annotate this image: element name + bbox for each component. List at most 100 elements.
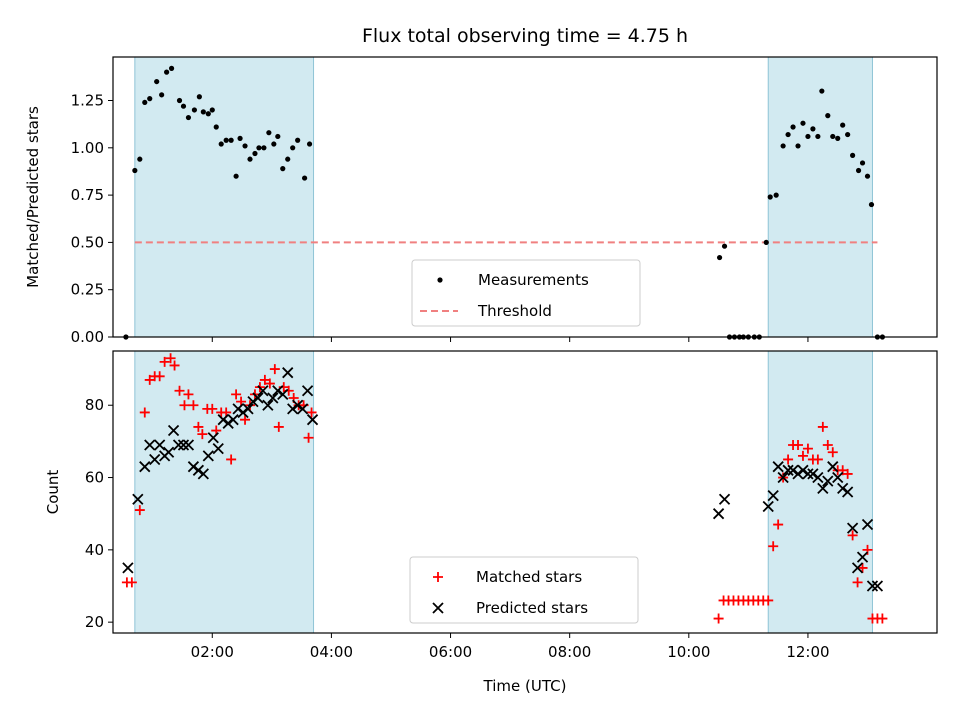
predicted-star-point — [252, 392, 264, 404]
panel-ratio: 0.00 0.25 0.50 0.75 1.00 1.25 Measurements Thre… — [71, 56, 938, 346]
legend-marker-plus — [433, 572, 443, 582]
panel-count: 20 40 60 80 02:00 04:00 06:00 08:00 10:00 12:00 Ma… — [85, 350, 938, 661]
legend-label: Predicted stars — [476, 599, 588, 617]
predicted-star-point — [272, 385, 284, 397]
matched-star-point — [822, 440, 833, 450]
predicted-star-point — [139, 461, 151, 473]
y-axis-label-count: Count — [44, 470, 62, 515]
measurement-point — [295, 137, 301, 143]
matched-star-point — [134, 505, 145, 516]
predicted-star-point — [772, 461, 784, 473]
measurement-point — [285, 156, 291, 162]
matched-star-point — [197, 429, 208, 440]
predicted-star-point — [287, 403, 299, 415]
legend-label: Measurements — [478, 271, 589, 289]
matched-star-point — [852, 577, 863, 588]
measurement-point — [815, 133, 821, 140]
predicted-star-point — [187, 461, 200, 473]
legend-marker-x — [432, 602, 444, 614]
predicted-star-point — [817, 482, 829, 495]
measurement-point — [223, 137, 229, 143]
measurement-point — [825, 113, 831, 119]
predicted-star-point — [827, 461, 839, 473]
measurement-point — [721, 243, 728, 249]
measurement-point — [855, 167, 862, 174]
y-axis-label-ratio: Matched/Predicted stars — [24, 106, 42, 288]
measurement-point — [859, 160, 866, 166]
predicted-star-point — [217, 414, 229, 426]
predicted-star-point — [812, 471, 824, 484]
measurement-point — [290, 145, 296, 151]
measurement-point — [247, 156, 253, 162]
matched-star-point — [797, 450, 808, 461]
measurement-point — [200, 109, 206, 115]
y-tick-label: 40 — [85, 541, 104, 559]
measurement-point — [132, 167, 138, 174]
predicted-star-point — [777, 471, 789, 484]
matched-star-point — [773, 519, 784, 530]
predicted-star-point — [807, 468, 819, 480]
y-tick-label: 0.75 — [71, 186, 104, 204]
predicted-star-point — [149, 453, 161, 466]
matched-star-point — [303, 432, 314, 443]
predicted-star-point — [277, 388, 289, 401]
predicted-star-point — [861, 518, 874, 531]
x-tick-label: 02:00 — [191, 643, 234, 661]
predicted-star-point — [846, 522, 859, 534]
legend-box — [409, 556, 639, 624]
matched-star-point — [768, 541, 779, 552]
measurement-point — [242, 143, 248, 149]
axes-frame — [112, 56, 938, 338]
axes-frame — [112, 350, 938, 634]
matched-star-point — [240, 414, 251, 425]
predicted-star-point — [247, 395, 259, 408]
legend-marker-dot — [437, 277, 443, 283]
measurement-point — [159, 92, 165, 98]
x-tick-label: 12:00 — [786, 643, 829, 661]
predicted-star-point — [132, 493, 144, 505]
predicted-star-point — [792, 468, 804, 480]
matched-star-point — [713, 613, 724, 624]
predicted-star-point — [122, 562, 134, 574]
x-tick-label: 06:00 — [429, 643, 472, 661]
predicted-star-point — [282, 367, 294, 379]
matched-star-point — [306, 407, 317, 418]
measurement-point — [218, 141, 224, 147]
predicted-star-point — [866, 580, 879, 592]
matched-star-point — [207, 403, 218, 414]
predicted-star-point — [712, 508, 725, 520]
measurement-point — [228, 137, 234, 143]
matched-star-point — [139, 407, 150, 418]
measurement-point — [233, 173, 239, 179]
matched-star-point — [188, 400, 199, 411]
measurement-point — [196, 94, 202, 100]
predicted-star-point — [301, 385, 314, 397]
matched-star-point — [802, 443, 813, 454]
predicted-star-point — [242, 403, 254, 415]
measurement-point — [810, 126, 816, 132]
x-axis-label: Time (UTC) — [483, 677, 567, 695]
matched-star-point — [857, 562, 868, 573]
predicted-star-point — [154, 439, 166, 451]
x-tick-label: 10:00 — [667, 643, 710, 661]
predicted-star-point — [782, 464, 794, 476]
predicted-star-point — [172, 439, 185, 451]
predicted-star-point — [851, 562, 864, 574]
measurement-point — [185, 114, 192, 121]
matched-star-point — [842, 468, 853, 479]
measurement-point — [168, 65, 175, 71]
measurement-point — [835, 135, 841, 141]
measurement-point — [256, 145, 262, 151]
measurement-point — [795, 143, 801, 149]
measurement-point — [205, 111, 211, 117]
legend-label: Matched stars — [476, 568, 582, 586]
measurement-point — [864, 173, 871, 179]
predicted-star-point — [182, 439, 195, 451]
legend-box — [411, 259, 641, 327]
matched-star-point — [812, 454, 823, 465]
observing-window-shade — [134, 350, 315, 634]
matched-star-point — [154, 371, 165, 382]
predicted-star-point — [762, 500, 774, 513]
predicted-star-point — [822, 475, 834, 487]
y-tick-label: 60 — [85, 469, 104, 487]
